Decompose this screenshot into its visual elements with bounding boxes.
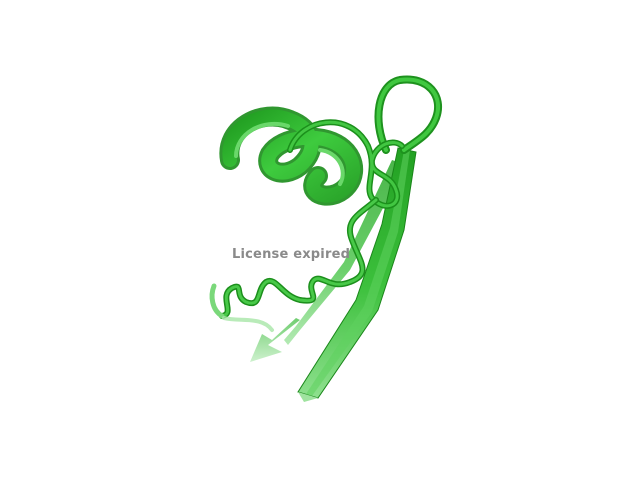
hairpin-loop [374,75,442,154]
license-expired-watermark: License expired [232,247,351,262]
coil-terminus [209,197,379,332]
beta-strand-front [297,147,417,402]
beta-strand-back [250,160,406,362]
alpha-helix [219,106,364,206]
coil-connector [287,119,405,209]
